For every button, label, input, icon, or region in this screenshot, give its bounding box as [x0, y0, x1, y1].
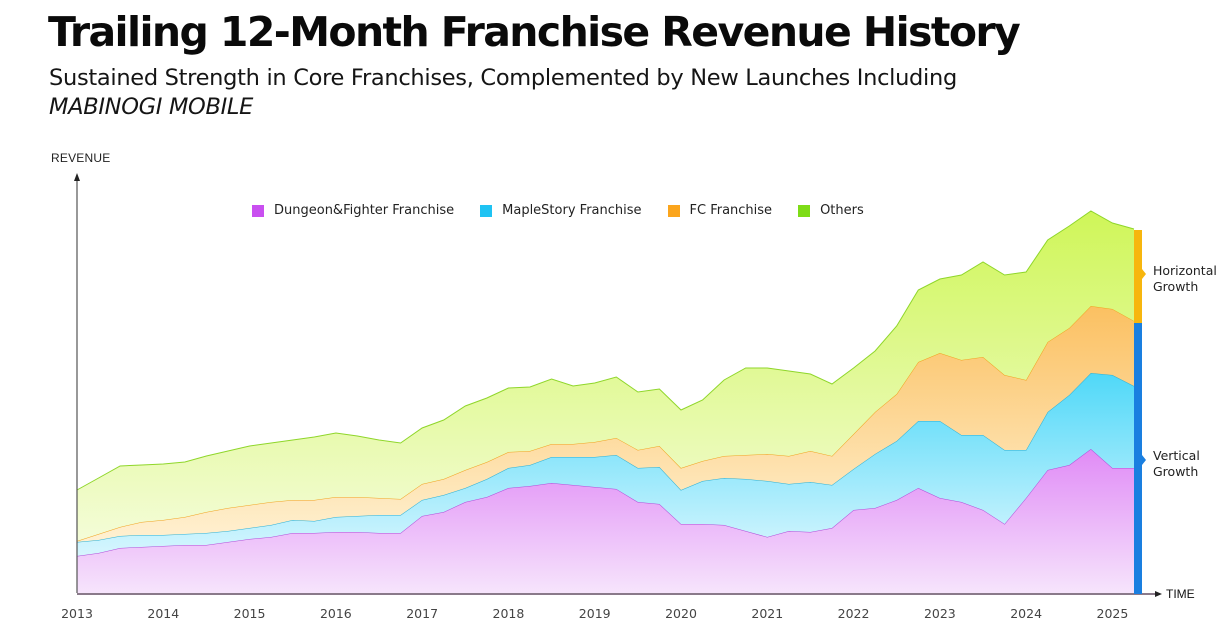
x-tick-label: 2020	[665, 606, 697, 621]
area-others	[77, 211, 1134, 541]
horizontal-growth-line-2: Growth	[1153, 279, 1199, 294]
x-tick-label: 2021	[751, 606, 783, 621]
x-tick-label: 2016	[320, 606, 352, 621]
x-axis-arrow-icon	[1155, 591, 1162, 597]
legend-label: Others	[820, 203, 864, 218]
x-tick-label: 2014	[147, 606, 179, 621]
horizontal-growth-label: Horizontal Growth	[1153, 263, 1217, 295]
series-line-others	[76, 210, 1135, 491]
x-tick-label: 2024	[1010, 606, 1042, 621]
horizontal-growth-bar	[1134, 230, 1142, 323]
legend-swatch-maplestory	[480, 204, 493, 217]
area-layers	[76, 210, 1135, 593]
x-axis-label: TIME	[1166, 587, 1195, 601]
horizontal-growth-line-1: Horizontal	[1153, 263, 1217, 278]
legend-item-dungeon-fighter: Dungeon&Fighter Franchise	[252, 203, 454, 218]
vertical-growth-label: Vertical Growth	[1153, 448, 1200, 480]
legend-label: MapleStory Franchise	[502, 203, 642, 218]
page-subtitle: Sustained Strength in Core Franchises, C…	[49, 64, 957, 122]
x-tick-label: 2025	[1097, 606, 1129, 621]
area-dungeon-fighter-franchise	[77, 449, 1134, 593]
x-tick-labels: 2013 2014 2015 2016 2017 2018 2019 2020 2021 2022…	[61, 606, 1128, 621]
y-axis-label: REVENUE	[51, 151, 111, 165]
page-title: Trailing 12-Month Franchise Revenue Hist…	[48, 8, 1021, 56]
legend-item-maplestory: MapleStory Franchise	[480, 203, 642, 218]
vertical-growth-line-2: Growth	[1153, 464, 1199, 479]
area-maplestory-franchise	[77, 373, 1134, 556]
x-tick-label: 2013	[61, 606, 93, 621]
vertical-growth-pointer-icon	[1142, 455, 1146, 465]
legend-item-fc: FC Franchise	[667, 203, 773, 218]
axes	[74, 173, 1162, 597]
x-tick-label: 2017	[406, 606, 438, 621]
legend-label: FC Franchise	[689, 203, 773, 218]
x-tick-label: 2023	[924, 606, 956, 621]
legend-item-others: Others	[798, 203, 864, 218]
legend-label: Dungeon&Fighter Franchise	[274, 203, 455, 218]
area-fc-franchise	[77, 306, 1134, 542]
chart-legend: Dungeon&Fighter Franchise MapleStory Fra…	[252, 203, 890, 218]
vertical-growth-line-1: Vertical	[1153, 448, 1200, 463]
subtitle-line-1: Sustained Strength in Core Franchises, C…	[49, 65, 957, 91]
x-tick-label: 2015	[234, 606, 266, 621]
y-axis-arrow-icon	[74, 173, 80, 181]
legend-swatch-dungeon-fighter	[252, 204, 264, 217]
horizontal-growth-pointer-icon	[1142, 269, 1146, 279]
growth-bars	[1134, 230, 1146, 594]
x-tick-label: 2018	[493, 606, 525, 621]
x-tick-label: 2019	[579, 606, 611, 621]
legend-swatch-fc	[667, 204, 680, 217]
vertical-growth-bar	[1134, 323, 1142, 594]
x-tick-label: 2022	[838, 606, 870, 621]
subtitle-line-2: MABINOGI MOBILE	[49, 94, 254, 120]
legend-swatch-others	[798, 204, 811, 217]
